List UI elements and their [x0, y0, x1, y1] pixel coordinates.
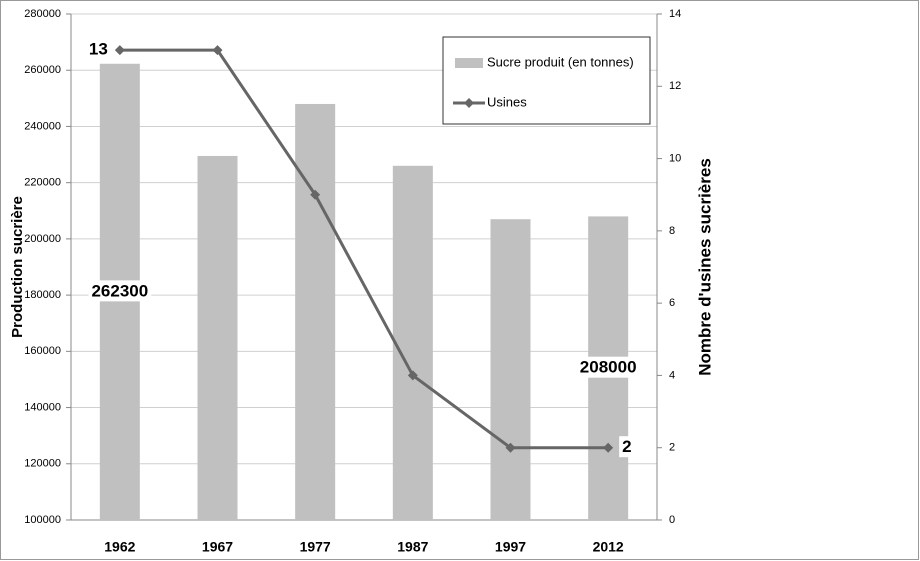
marker — [310, 189, 321, 200]
y-tick-label: 220000 — [24, 177, 61, 189]
data-label-bg — [85, 38, 111, 60]
legend-marker — [464, 98, 474, 108]
data-label: 208000 — [580, 358, 637, 377]
bar — [392, 165, 433, 521]
marker — [505, 442, 516, 453]
marker — [212, 45, 223, 56]
x-tick-label: 2012 — [593, 539, 624, 555]
legend-label: Usines — [487, 94, 527, 109]
x-tick-label: 1997 — [495, 539, 526, 555]
x-tick-label: 1962 — [104, 539, 135, 555]
y-tick-label: 140000 — [24, 401, 61, 413]
y2-tick-label: 2 — [669, 442, 675, 454]
y-tick-label: 100000 — [24, 514, 61, 526]
data-label-bg — [619, 436, 635, 458]
data-label-bg — [576, 356, 640, 378]
y-tick-label: 120000 — [24, 458, 61, 470]
y2-tick-label: 6 — [669, 297, 675, 309]
y2-tick-label: 14 — [669, 8, 681, 20]
y2-tick-label: 0 — [669, 514, 675, 526]
data-label: 262300 — [91, 281, 148, 300]
bar — [490, 219, 531, 520]
x-tick-label: 1987 — [397, 539, 428, 555]
data-label: 2 — [622, 437, 631, 456]
y2-tick-label: 8 — [669, 225, 675, 237]
y-axis-title: Production sucrière — [9, 196, 26, 338]
line — [119, 48, 609, 450]
x-tick-label: 1977 — [300, 539, 331, 555]
y-tick-label: 240000 — [24, 120, 61, 132]
y-tick-label: 180000 — [24, 289, 61, 301]
data-label-bg — [88, 280, 152, 302]
data-label: 13 — [89, 40, 108, 59]
y2-tick-label: 10 — [669, 152, 681, 164]
bar — [197, 155, 238, 520]
y-tick-label: 280000 — [24, 8, 61, 20]
y-tick-label: 260000 — [24, 64, 61, 76]
y2-tick-label: 12 — [669, 80, 681, 92]
x-tick-label: 1967 — [202, 539, 233, 555]
y-tick-label: 200000 — [24, 233, 61, 245]
legend-box — [442, 36, 651, 125]
bar — [295, 103, 336, 520]
legend-swatch — [455, 58, 483, 68]
legend-label: Sucre produit (en tonnes) — [487, 54, 634, 69]
marker — [603, 442, 614, 453]
y2-axis-title: Nombre d'usines sucrières — [695, 158, 714, 376]
y-tick-label: 160000 — [24, 345, 61, 357]
marker — [114, 45, 125, 56]
marker — [407, 370, 418, 381]
y2-tick-label: 4 — [669, 369, 675, 381]
